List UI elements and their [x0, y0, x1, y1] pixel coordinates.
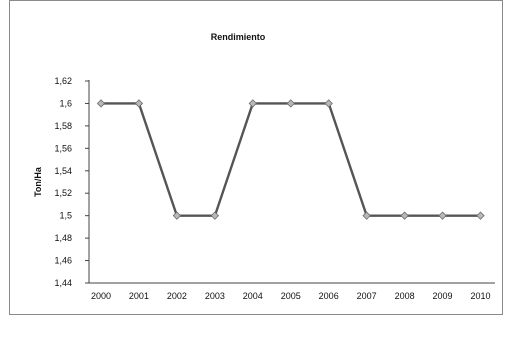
x-tick-label: 2010 — [470, 291, 490, 301]
data-point-marker — [476, 211, 485, 220]
x-tick-label: 2007 — [357, 291, 377, 301]
chart-title: Rendimiento — [211, 32, 266, 42]
x-tick-label: 2004 — [243, 291, 263, 301]
data-point-marker — [362, 211, 371, 220]
y-tick-label: 1,62 — [54, 76, 72, 86]
x-tick-label: 2001 — [129, 291, 149, 301]
x-tick-label: 2003 — [205, 291, 225, 301]
data-point-marker — [286, 99, 295, 108]
y-tick-label: 1,52 — [54, 188, 72, 198]
x-tick-label: 2006 — [319, 291, 339, 301]
y-tick-label: 1,46 — [54, 256, 72, 266]
y-tick-label: 1,6 — [59, 98, 72, 108]
data-point-marker — [324, 99, 333, 108]
y-tick-label: 1,5 — [59, 211, 72, 221]
data-point-marker — [96, 99, 106, 108]
data-point-marker — [172, 211, 182, 220]
x-tick-label: 2002 — [167, 291, 187, 301]
x-tick-label: 2008 — [395, 291, 415, 301]
data-point-marker — [400, 211, 409, 220]
data-point-marker — [248, 99, 257, 108]
y-tick-labels: 1,44 1,46 1,48 1,5 1,52 1,54 1,56 1,58 1,6 1,62 — [54, 76, 89, 288]
series-layer — [96, 99, 485, 220]
data-point-marker — [210, 211, 220, 220]
y-axis-label: Ton/Ha — [33, 166, 43, 197]
x-tick-label: 2000 — [91, 291, 111, 301]
x-tick-label: 2005 — [281, 291, 301, 301]
y-tick-label: 1,48 — [54, 233, 72, 243]
y-tick-label: 1,56 — [54, 143, 72, 153]
chart-frame — [9, 0, 503, 315]
y-tick-label: 1,54 — [54, 166, 72, 176]
x-tick-label: 2009 — [433, 291, 453, 301]
data-point-marker — [438, 211, 447, 220]
y-tick-label: 1,58 — [54, 121, 72, 131]
x-tick-labels: 2000 2001 2002 2003 2004 2005 2006 2007 2008 2009… — [91, 291, 491, 301]
data-point-marker — [134, 99, 144, 108]
y-tick-label: 1,44 — [54, 278, 72, 288]
